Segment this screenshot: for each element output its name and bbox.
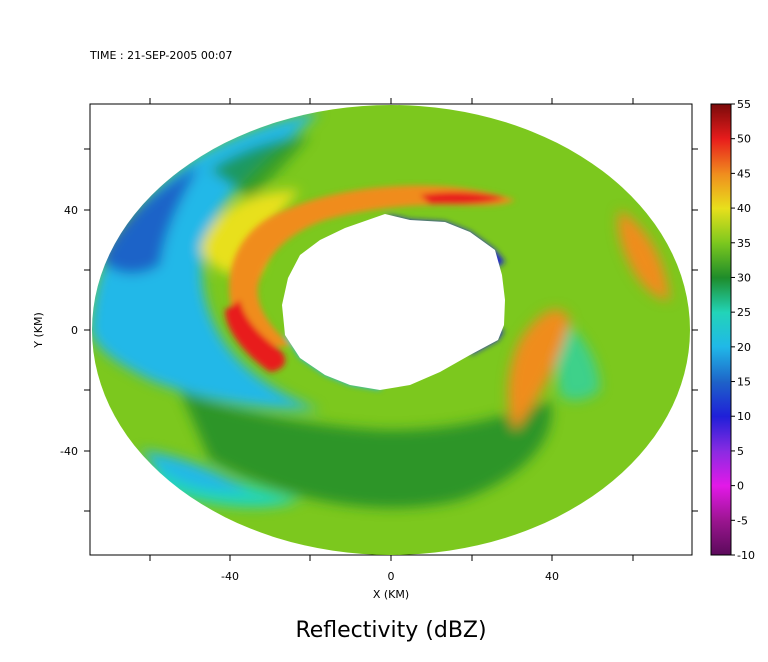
y-tick-label: 0	[71, 324, 78, 337]
colorbar-tick-label: -10	[737, 549, 755, 562]
time-label: TIME : 21-SEP-2005 00:07	[89, 49, 233, 62]
colorbar-segment	[711, 416, 731, 452]
colorbar-tick-label: 5	[737, 445, 744, 458]
colorbar-tick-label: 45	[737, 167, 751, 180]
colorbar-tick-label: 20	[737, 341, 751, 354]
colorbar-tick-label: 30	[737, 271, 751, 284]
x-tick-label: 0	[388, 570, 395, 583]
chart-title: Reflectivity (dBZ)	[295, 618, 486, 643]
colorbar-segment	[711, 138, 731, 174]
colorbar-segment	[711, 346, 731, 383]
colorbar-tick-label: 25	[737, 306, 751, 319]
reflectivity-field	[90, 104, 692, 555]
x-axis-label: X (KM)	[373, 588, 409, 601]
colorbar-segment	[711, 208, 731, 244]
colorbar-segment	[711, 381, 731, 417]
colorbar-segment	[711, 520, 731, 556]
colorbar-tick-label: 35	[737, 237, 751, 250]
colorbar-segment	[711, 450, 731, 487]
colorbar-frame	[710, 103, 732, 556]
colorbar-segment	[711, 104, 731, 140]
y-axis-label: Y (KM)	[32, 312, 45, 349]
axis-ticks	[84, 98, 698, 561]
colorbar-segment	[711, 312, 731, 348]
colorbar-tick-label: 40	[737, 202, 751, 215]
colorbar-tick-label: -5	[737, 514, 748, 527]
colorbar-tick-label: 50	[737, 133, 751, 146]
y-tick-label: 40	[64, 204, 78, 217]
colorbar-segment	[711, 173, 731, 209]
colorbar-segment	[711, 242, 731, 278]
colorbar-tick-label: 0	[737, 480, 744, 493]
colorbar-tick-label: 55	[737, 98, 751, 111]
colorbar-tick-label: 15	[737, 376, 751, 389]
x-tick-label: -40	[221, 570, 239, 583]
colorbar-segment	[711, 485, 731, 521]
colorbar-segment	[711, 277, 731, 313]
x-tick-label: 40	[545, 570, 559, 583]
colorbar-tick-label: 10	[737, 410, 751, 423]
y-tick-label: -40	[60, 445, 78, 458]
